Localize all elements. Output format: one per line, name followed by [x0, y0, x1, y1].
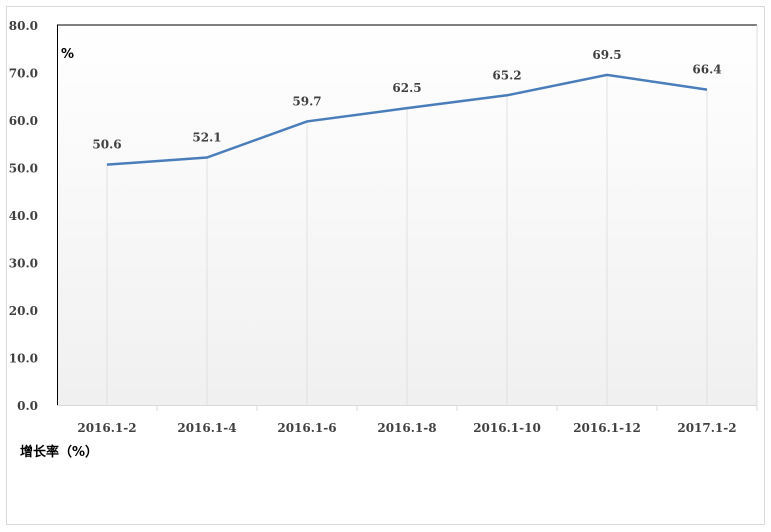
data-label: 66.4	[692, 63, 721, 77]
data-label: 69.5	[592, 48, 621, 62]
y-tick-label: 70.0	[9, 67, 38, 81]
data-label: 62.5	[392, 81, 421, 95]
x-tick-label: 2016.1-6	[277, 421, 336, 435]
data-label: 65.2	[492, 68, 521, 82]
x-tick-label: 2016.1-10	[473, 421, 541, 435]
chart-frame	[6, 6, 765, 525]
data-label: 50.6	[92, 138, 121, 152]
data-label: 59.7	[292, 94, 321, 108]
x-tick-label: 2016.1-4	[177, 421, 236, 435]
series-line	[106, 73, 708, 166]
data-label: 52.1	[192, 131, 221, 145]
y-tick-label: 50.0	[9, 162, 38, 176]
y-tick-label: 40.0	[9, 209, 38, 223]
x-tick-label: 2016.1-12	[573, 421, 641, 435]
x-tick-label: 2016.1-8	[377, 421, 436, 435]
unit-label: %	[61, 47, 74, 62]
legend-label: 增长率（%）	[20, 444, 98, 460]
y-tick-label: 0.0	[17, 399, 38, 413]
y-tick-label: 80.0	[9, 19, 38, 33]
y-tick-label: 20.0	[9, 304, 38, 318]
x-tick-label: 2016.1-2	[77, 421, 136, 435]
y-tick-label: 30.0	[9, 257, 38, 271]
y-tick-label: 10.0	[9, 352, 38, 366]
y-tick-label: 60.0	[9, 114, 38, 128]
x-tick-label: 2017.1-2	[677, 421, 736, 435]
